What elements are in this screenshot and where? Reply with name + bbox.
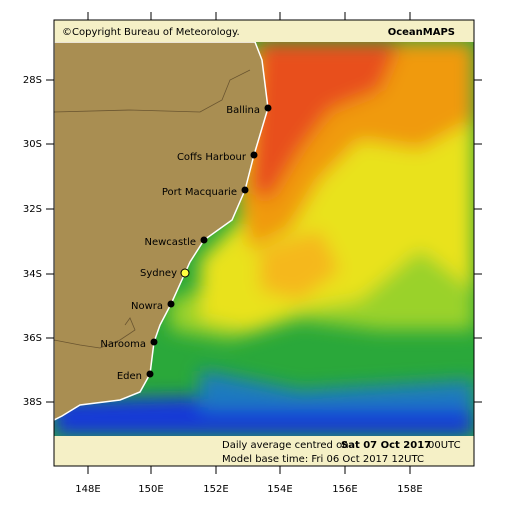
footer-banner: [54, 436, 474, 466]
land: [54, 42, 269, 421]
city-marker: [250, 151, 258, 159]
city-marker: [150, 338, 158, 346]
city-label: Nowra: [131, 301, 163, 312]
city-marker: [167, 300, 175, 308]
ocean-field: [54, 42, 474, 436]
city-marker: [200, 236, 208, 244]
state-border: [54, 69, 251, 113]
latitude-label: 38S: [23, 397, 42, 408]
frame: [53, 19, 475, 467]
city-label: Newcastle: [145, 237, 197, 248]
latitude-label: 32S: [23, 204, 42, 215]
header-banner: [54, 20, 474, 42]
city-marker: [264, 104, 272, 112]
longitude-label: 152E: [203, 484, 228, 495]
city-marker: [241, 186, 249, 194]
city-marker: [146, 370, 154, 378]
footer-time: 00UTC: [428, 440, 461, 451]
city-label: Ballina: [226, 105, 260, 116]
footer-date: Sat 07 Oct 2017: [341, 440, 431, 451]
latitude-label: 36S: [23, 333, 42, 344]
longitude-label: 148E: [75, 484, 100, 495]
longitude-label: 154E: [267, 484, 292, 495]
longitude-label: 158E: [397, 484, 422, 495]
city-label: Eden: [117, 371, 142, 382]
city-label: Coffs Harbour: [177, 152, 247, 163]
product-name: OceanMAPS: [388, 27, 455, 38]
footer-prefix: Daily average centred on: [222, 440, 349, 451]
city-label: Narooma: [100, 339, 146, 350]
latitude-label: 34S: [23, 269, 42, 280]
city-label: Sydney: [140, 268, 177, 279]
territory-border: [54, 317, 136, 349]
latitude-label: 28S: [23, 75, 42, 86]
longitude-label: 156E: [332, 484, 357, 495]
city-marker: [180, 268, 190, 278]
city-label: Port Macquarie: [162, 187, 237, 198]
axes: 28S 30S 32S 34S 36S 38S 148E 150E 152E 154E 156E 15…: [23, 12, 482, 495]
cities: Ballina Coffs Harbour Port Macquarie Newcas…: [100, 104, 272, 382]
footer-base-time: Model base time: Fri 06 Oct 2017 12UTC: [222, 454, 424, 465]
copyright: ©Copyright Bureau of Meteorology.: [62, 27, 240, 38]
latitude-label: 30S: [23, 139, 42, 150]
longitude-label: 150E: [138, 484, 163, 495]
